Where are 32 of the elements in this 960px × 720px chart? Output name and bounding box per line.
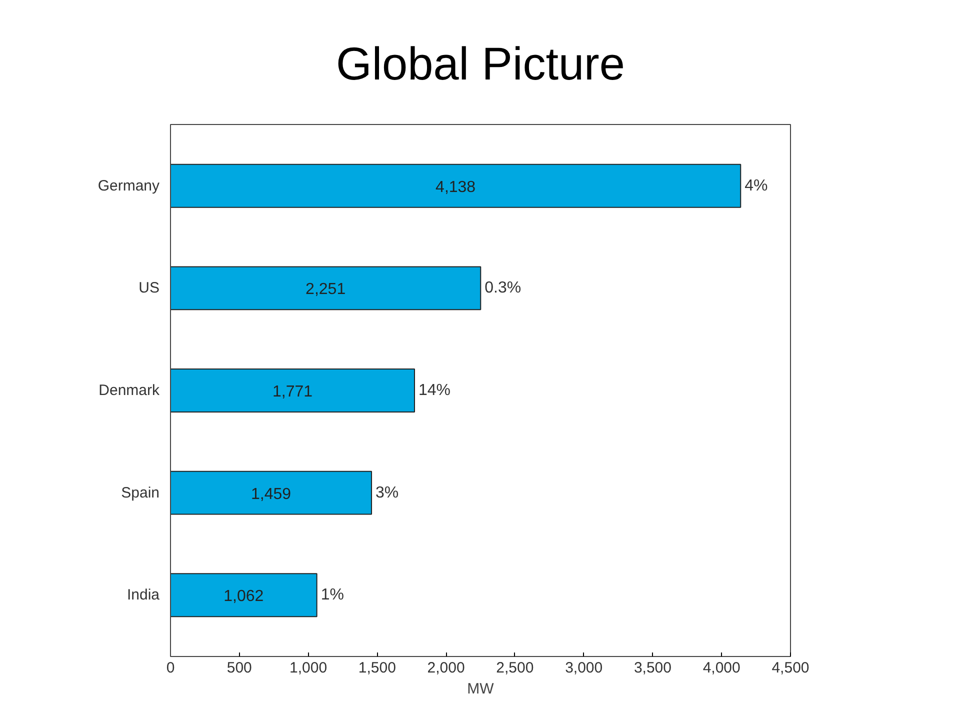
- y-tick-label: US: [138, 280, 160, 297]
- annotation: 0.3%: [484, 280, 522, 297]
- bar: [170, 470, 372, 515]
- x-tick-label: 1,000: [290, 660, 328, 676]
- annotation: 3%: [376, 484, 399, 502]
- annotation: 1%: [320, 586, 344, 604]
- annotation: 4%: [744, 177, 768, 194]
- y-tick-label: India: [126, 586, 160, 604]
- bar: [170, 368, 416, 412]
- data-label: 1,771: [272, 384, 313, 400]
- x-tick-label: 1,500: [358, 660, 396, 676]
- y-tick-label: Spain: [121, 484, 160, 502]
- x-tick-label: 2,500: [496, 660, 534, 676]
- x-tick-label: 3,500: [634, 660, 672, 676]
- bar: [170, 164, 742, 208]
- x-tick-label: 4,000: [702, 660, 740, 676]
- bar: [170, 573, 318, 618]
- data-label: 2,251: [306, 281, 346, 298]
- x-tick-label: 2,000: [427, 660, 465, 676]
- x-tick-label: 0: [166, 660, 175, 676]
- y-tick-label: Germany: [98, 177, 160, 194]
- y-tick-label: Denmark: [98, 382, 160, 399]
- bar: [170, 266, 482, 310]
- data-label: 1,062: [224, 588, 264, 606]
- x-tick-label: 4,500: [772, 660, 810, 676]
- x-axis-title: MW: [467, 680, 495, 698]
- x-tick-label: 500: [226, 660, 252, 676]
- x-tick-label: 3,000: [565, 660, 603, 676]
- chart-title: Global Picture: [336, 38, 625, 90]
- annotation: 14%: [418, 382, 451, 399]
- data-label: 1,459: [250, 486, 292, 503]
- data-label: 4,138: [436, 178, 476, 196]
